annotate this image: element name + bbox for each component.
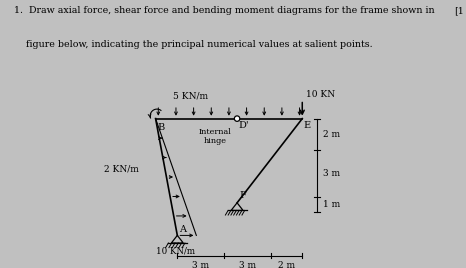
Text: A: A [178,225,185,234]
Text: 2 m: 2 m [278,261,295,268]
Text: 3 m: 3 m [322,169,340,178]
Text: Internal
hinge: Internal hinge [199,128,232,145]
Text: 3 m: 3 m [239,261,256,268]
Text: 1 m: 1 m [322,200,340,209]
Text: 2 m: 2 m [322,130,340,139]
Text: 3 m: 3 m [192,261,209,268]
Text: 2 KN/m: 2 KN/m [104,164,139,173]
Text: D': D' [239,121,249,130]
Text: figure below, indicating the principal numerical values at salient points.: figure below, indicating the principal n… [14,40,373,49]
Text: 10 KN/m: 10 KN/m [156,247,195,256]
Circle shape [234,116,240,121]
Text: B: B [157,123,164,132]
Text: E: E [304,121,311,130]
Text: 10 KN: 10 KN [306,90,336,99]
Text: 5 KN/m: 5 KN/m [173,92,208,101]
Text: 1.  Draw axial force, shear force and bending moment diagrams for the frame show: 1. Draw axial force, shear force and ben… [14,6,435,15]
Text: F: F [240,191,247,200]
Text: [1: [1 [454,6,464,15]
